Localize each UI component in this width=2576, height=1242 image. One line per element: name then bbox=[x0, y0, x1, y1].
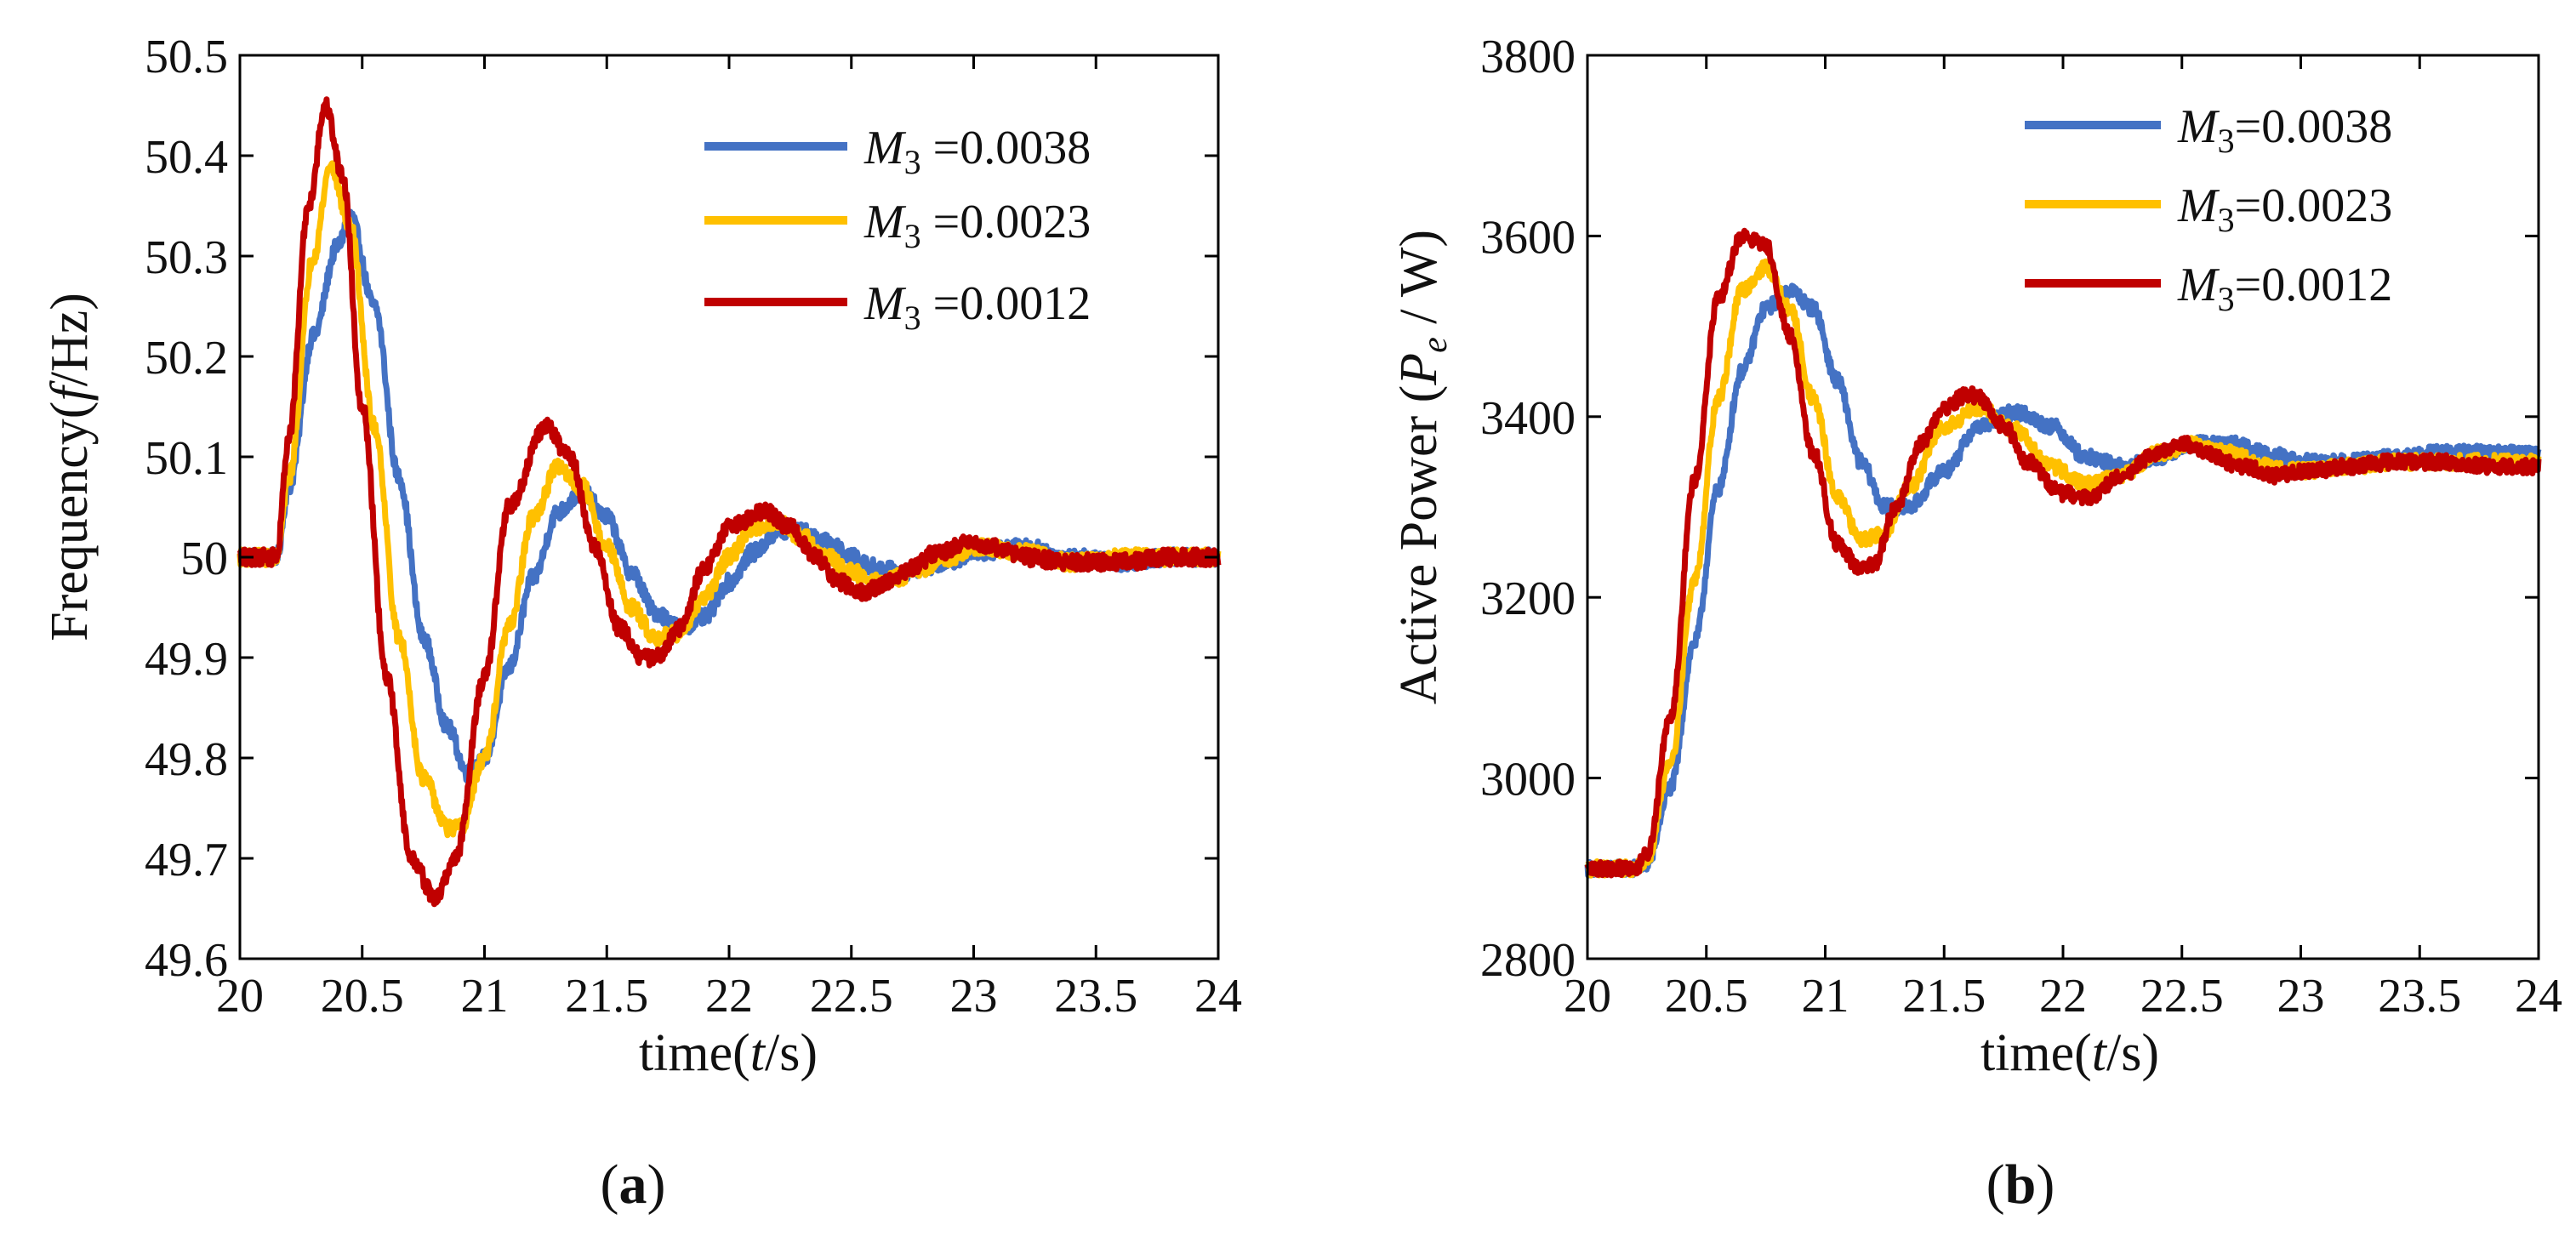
x-tick-label-a-6: 23 bbox=[950, 970, 998, 1023]
series-line-a-2 bbox=[237, 96, 1222, 908]
x-tick-label-b-0: 20 bbox=[1564, 970, 1611, 1023]
y-tick-label-a-2: 49.8 bbox=[145, 733, 228, 786]
x-tick-label-b-7: 23.5 bbox=[2378, 970, 2461, 1023]
x-tick-label-a-5: 22.5 bbox=[810, 970, 893, 1023]
y-tick-label-a-0: 49.6 bbox=[145, 934, 228, 987]
x-tick-label-b-2: 21 bbox=[1802, 970, 1849, 1023]
x-tick-label-a-8: 24 bbox=[1194, 970, 1242, 1023]
x-tick-label-a-2: 21 bbox=[461, 970, 509, 1023]
y-tick-label-b-3: 3400 bbox=[1480, 392, 1576, 445]
chart-panel-b: 20 20.5 21 21.5 22 22.5 23 23.5 24 2800 3000 3200 34… bbox=[1390, 31, 2562, 1216]
legend-label-a-1: M3 =0.0023 bbox=[863, 196, 1091, 255]
y-tick-label-b-4: 3600 bbox=[1480, 211, 1576, 264]
series-line-b-2 bbox=[1584, 227, 2542, 879]
x-tick-label-b-4: 22 bbox=[2039, 970, 2087, 1023]
y-tick-label-a-9: 50.5 bbox=[145, 31, 228, 83]
legend-label-b-2: M3=0.0012 bbox=[2177, 259, 2392, 318]
y-axis-label-a: Frequency(f/Hz) bbox=[41, 293, 99, 641]
panel-label-b: (b) bbox=[1986, 1154, 2055, 1216]
y-tick-label-a-5: 50.1 bbox=[145, 432, 228, 485]
x-tick-label-b-5: 22.5 bbox=[2140, 970, 2224, 1023]
x-axis-label-b: time(t/s) bbox=[1980, 1024, 2159, 1082]
y-tick-label-a-6: 50.2 bbox=[145, 332, 228, 385]
chart-panel-a: 20 20.5 21 21.5 22 22.5 23 23.5 24 49.6 49.7 49.8 49… bbox=[41, 31, 1242, 1216]
x-tick-label-a-4: 22 bbox=[705, 970, 753, 1023]
legend-a: M3 =0.0038 M3 =0.0023 M3 =0.0012 bbox=[704, 122, 1091, 337]
y-tick-label-b-0: 2800 bbox=[1480, 934, 1576, 987]
x-tick-label-b-3: 21.5 bbox=[1902, 970, 1986, 1023]
x-tick-label-a-3: 21.5 bbox=[565, 970, 648, 1023]
x-axis-label-a: time(t/s) bbox=[639, 1024, 818, 1082]
y-axis-label-b: Active Power (Pe / W) bbox=[1390, 230, 1455, 704]
y-tick-label-a-3: 49.9 bbox=[145, 633, 228, 686]
plot-area-a: 20 20.5 21 21.5 22 22.5 23 23.5 24 49.6 49.7 49.8 49… bbox=[145, 31, 1242, 1023]
x-tick-label-b-1: 20.5 bbox=[1665, 970, 1748, 1023]
plot-area-b: 20 20.5 21 21.5 22 22.5 23 23.5 24 2800 3000 3200 34… bbox=[1480, 31, 2562, 1023]
legend-label-a-2: M3 =0.0012 bbox=[863, 277, 1091, 337]
legend-b: M3=0.0038 M3=0.0023 M3=0.0012 bbox=[2025, 100, 2392, 318]
y-tick-label-a-8: 50.4 bbox=[145, 131, 228, 184]
y-tick-label-a-4: 50 bbox=[180, 533, 228, 585]
y-tick-label-a-7: 50.3 bbox=[145, 231, 228, 284]
panel-label-a: (a) bbox=[601, 1154, 666, 1216]
y-tick-label-b-2: 3200 bbox=[1480, 573, 1576, 625]
legend-label-b-1: M3=0.0023 bbox=[2177, 179, 2392, 239]
x-tick-label-b-6: 23 bbox=[2277, 970, 2325, 1023]
x-tick-label-a-0: 20 bbox=[216, 970, 264, 1023]
x-tick-label-a-7: 23.5 bbox=[1054, 970, 1137, 1023]
legend-label-a-0: M3 =0.0038 bbox=[863, 122, 1091, 181]
y-tick-label-b-5: 3800 bbox=[1480, 31, 1576, 83]
y-tick-label-a-1: 49.7 bbox=[145, 834, 228, 886]
y-tick-label-b-1: 3000 bbox=[1480, 754, 1576, 806]
x-tick-label-b-8: 24 bbox=[2515, 970, 2562, 1023]
x-tick-label-a-1: 20.5 bbox=[321, 970, 404, 1023]
legend-label-b-0: M3=0.0038 bbox=[2177, 100, 2392, 160]
